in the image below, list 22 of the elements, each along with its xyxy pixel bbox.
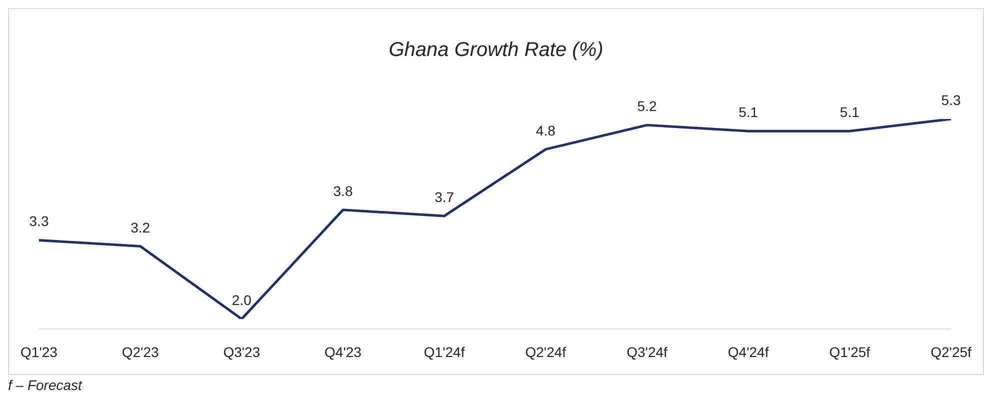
x-tick-label: Q2'25f xyxy=(930,344,972,360)
data-label: 3.3 xyxy=(29,213,49,230)
data-label: 3.8 xyxy=(333,182,353,199)
data-label: 5.1 xyxy=(738,104,758,120)
data-label: 2.0 xyxy=(232,292,252,308)
data-label: 5.3 xyxy=(941,92,961,108)
x-tick-label: Q1'25f xyxy=(829,344,870,360)
x-tick-label: Q4'24f xyxy=(728,344,769,360)
data-label: 5.2 xyxy=(637,98,657,114)
data-label: 4.8 xyxy=(536,122,556,138)
x-tick-label: Q1'23 xyxy=(20,344,58,360)
x-tick-label: Q2'24f xyxy=(525,344,566,360)
data-label: 3.7 xyxy=(434,188,454,205)
x-tick-label: Q2'23 xyxy=(122,344,160,360)
chart-title: Ghana Growth Rate (%) xyxy=(388,39,604,62)
data-label: 3.2 xyxy=(130,219,150,236)
x-tick-label: Q3'24f xyxy=(626,344,668,360)
data-label: 5.1 xyxy=(840,104,860,120)
text: f – Forecast xyxy=(8,377,84,393)
x-tick-label: Q1'24f xyxy=(424,344,465,360)
x-tick-label: Q4'23 xyxy=(324,344,362,360)
x-tick-label: Q3'23 xyxy=(223,344,260,360)
